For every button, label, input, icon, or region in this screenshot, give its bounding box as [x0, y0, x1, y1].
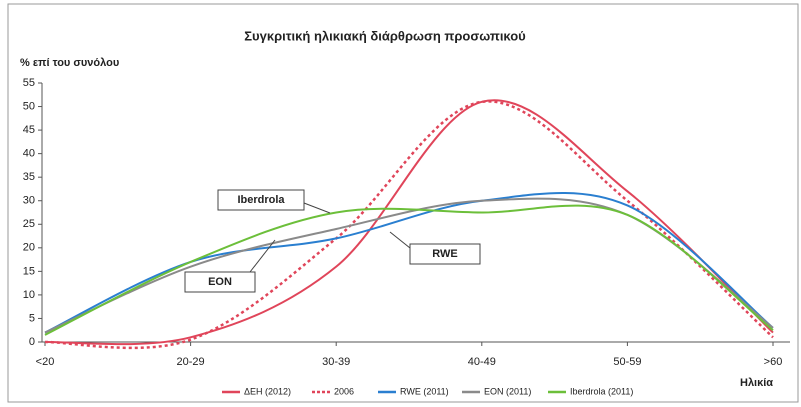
- annotation-pointer: [303, 202, 331, 214]
- y-tick-label: 25: [23, 218, 35, 230]
- legend-label: EON (2011): [484, 386, 531, 396]
- x-tick-label: 30-39: [322, 356, 350, 368]
- y-tick-label: 20: [23, 242, 35, 254]
- y-axis-label: % επί του συνόλου: [20, 57, 119, 69]
- annotation-box: [184, 271, 256, 293]
- y-tick-label: 10: [23, 289, 35, 301]
- legend-label: ΔΕΗ (2012): [244, 386, 291, 396]
- chart-title: Συγκριτική ηλικιακή διάρθρωση προσωπικού: [244, 28, 526, 43]
- annotation-pointer: [389, 231, 411, 249]
- y-tick-label: 40: [23, 148, 35, 160]
- x-axis-label: Ηλικία: [740, 377, 773, 389]
- annotation-box: [217, 189, 305, 211]
- x-tick-label: <20: [36, 356, 55, 368]
- legend-label: Iberdrola (2011): [570, 386, 633, 396]
- annotation-pointer: [249, 239, 276, 273]
- annotation-box: [409, 243, 481, 265]
- y-tick-label: 0: [29, 336, 35, 348]
- y-tick-label: 50: [23, 100, 35, 112]
- series-line: [44, 100, 774, 350]
- legend-label: RWE (2011): [400, 386, 449, 396]
- annotation-label: EON: [208, 276, 232, 288]
- y-tick-label: 35: [23, 171, 35, 183]
- x-tick-label: 20-29: [177, 356, 205, 368]
- series-line: [44, 191, 774, 334]
- x-tick-label: 50-59: [613, 356, 641, 368]
- annotation-label: RWE: [432, 248, 457, 260]
- y-tick-label: 30: [23, 195, 35, 207]
- y-tick-label: 15: [23, 265, 35, 277]
- x-tick-label: >60: [764, 356, 783, 368]
- x-tick-label: 40-49: [468, 356, 496, 368]
- series-line: [44, 99, 774, 346]
- y-tick-label: 55: [23, 77, 35, 89]
- y-tick-label: 5: [29, 312, 35, 324]
- series-line: [44, 204, 774, 336]
- frame: [7, 3, 799, 403]
- y-tick-label: 45: [23, 124, 35, 136]
- legend-label: 2006: [334, 386, 354, 396]
- annotation-label: Iberdrola: [237, 194, 285, 206]
